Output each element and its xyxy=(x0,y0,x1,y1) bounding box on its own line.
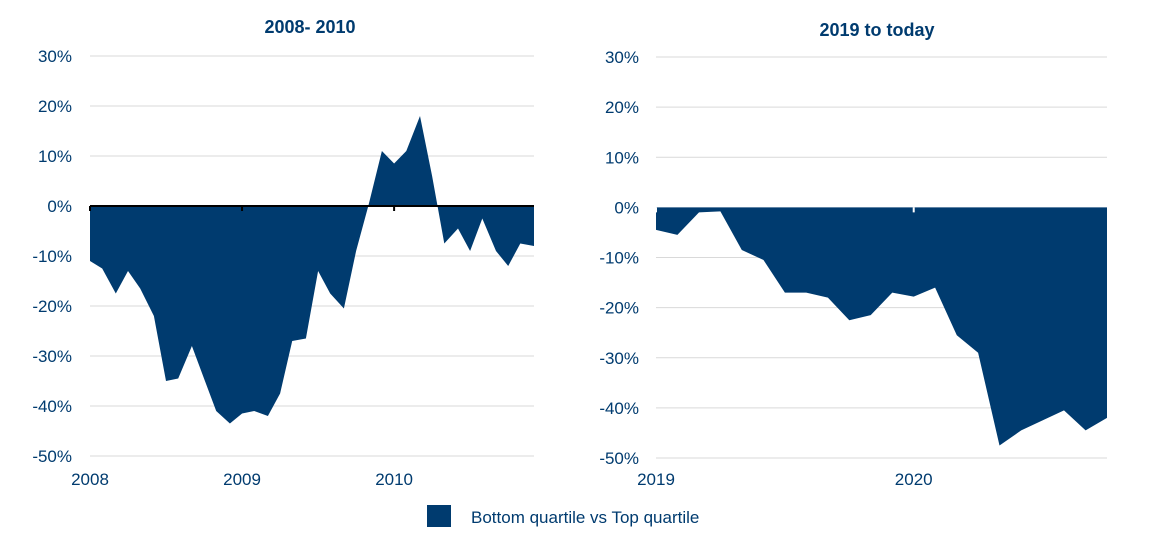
y-tick-label: 0% xyxy=(47,197,72,216)
area-series xyxy=(90,116,534,424)
y-tick-label: -30% xyxy=(599,349,639,368)
y-tick-label: 20% xyxy=(38,97,72,116)
x-tick-label: 2008 xyxy=(71,470,109,489)
y-tick-label: -20% xyxy=(599,299,639,318)
x-tick-label: 2010 xyxy=(375,470,413,489)
y-tick-label: 30% xyxy=(605,48,639,67)
chart-panel-2008-2010: 2008- 2010 30% 20% 10% 0% -10% -20% -30% -40% -5… xyxy=(32,17,534,489)
y-tick-label: 10% xyxy=(38,147,72,166)
chart-panel-2019-today: 2019 to today 30% 20% 10% 0% -10% -20% -30% -40… xyxy=(599,20,1107,489)
x-tick-label: 2009 xyxy=(223,470,261,489)
y-tick-label: -10% xyxy=(32,247,72,266)
x-tick-label: 2020 xyxy=(895,470,933,489)
y-tick-label: -50% xyxy=(599,449,639,468)
y-tick-label: -40% xyxy=(32,397,72,416)
y-tick-label: -20% xyxy=(32,297,72,316)
y-tick-label: -30% xyxy=(32,347,72,366)
area-series xyxy=(656,207,1107,446)
legend-label: Bottom quartile vs Top quartile xyxy=(471,508,699,527)
y-tick-label: -40% xyxy=(599,399,639,418)
legend: Bottom quartile vs Top quartile xyxy=(427,505,699,527)
chart-title: 2019 to today xyxy=(819,20,934,40)
chart-title: 2008- 2010 xyxy=(264,17,355,37)
legend-swatch xyxy=(427,505,451,527)
y-tick-label: 10% xyxy=(605,148,639,167)
y-tick-label: 0% xyxy=(614,198,639,217)
y-tick-label: -10% xyxy=(599,249,639,268)
y-tick-label: 30% xyxy=(38,47,72,66)
y-tick-label: -50% xyxy=(32,447,72,466)
x-tick-label: 2019 xyxy=(637,470,675,489)
y-tick-label: 20% xyxy=(605,98,639,117)
